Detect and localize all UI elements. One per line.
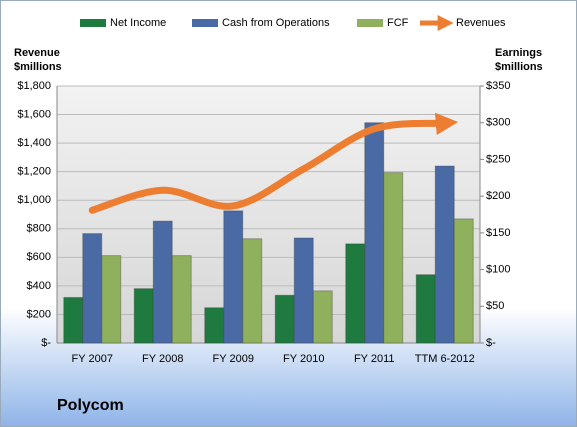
- bar: [453, 218, 474, 344]
- legend-swatch: [192, 19, 218, 27]
- legend-label: Net Income: [110, 17, 166, 29]
- bar: [133, 288, 154, 344]
- x-tick-label: FY 2010: [283, 353, 324, 365]
- legend-label: FCF: [387, 17, 409, 29]
- legend-swatch: [357, 19, 383, 27]
- y-tick-label: $1,800: [17, 80, 51, 92]
- bar: [171, 255, 192, 344]
- legend-label: Revenues: [456, 17, 506, 29]
- y2-tick-label: $100: [486, 263, 510, 275]
- bar: [152, 220, 173, 344]
- bar: [364, 122, 385, 344]
- x-tick-label: FY 2008: [142, 353, 183, 365]
- x-tick-label: FY 2009: [213, 353, 254, 365]
- legend-label: Cash from Operations: [222, 17, 330, 29]
- bar: [242, 238, 263, 344]
- y-tick-label: $1,200: [17, 166, 51, 178]
- y-tick-label: $-: [41, 337, 51, 349]
- y-tick-label: $800: [27, 223, 51, 235]
- bar: [204, 307, 225, 344]
- x-tick-label: TTM 6-2012: [415, 353, 475, 365]
- bar: [82, 233, 103, 344]
- y-tick-label: $1,400: [17, 137, 51, 149]
- revenue-line: [88, 112, 459, 214]
- bar: [223, 210, 244, 344]
- plot-area: [57, 86, 480, 343]
- y2-tick-label: $300: [486, 117, 510, 129]
- x-tick-label: FY 2011: [354, 353, 395, 365]
- bar: [101, 255, 122, 344]
- y2-tick-label: $150: [486, 227, 510, 239]
- y-tick-label: $600: [27, 251, 51, 263]
- bar: [274, 294, 295, 344]
- y2-tick-label: $350: [486, 80, 510, 92]
- y2-axis-title: $millions: [495, 61, 543, 73]
- y2-tick-label: $200: [486, 190, 510, 202]
- legend-swatch: [80, 19, 106, 27]
- caption: Polycom: [57, 397, 124, 414]
- y2-tick-label: $50: [486, 300, 504, 312]
- y-axis-title: $millions: [14, 61, 62, 73]
- y2-axis-title: Earnings: [495, 47, 542, 59]
- bar: [345, 243, 366, 344]
- bar: [312, 290, 333, 344]
- y-tick-label: $1,600: [17, 108, 51, 120]
- y-tick-label: $400: [27, 280, 51, 292]
- bar: [434, 165, 455, 344]
- y-axis-title: Revenue: [14, 47, 60, 59]
- x-tick-label: FY 2007: [72, 353, 113, 365]
- y2-tick-label: $250: [486, 153, 510, 165]
- y2-tick-label: $-: [486, 337, 496, 349]
- bar: [415, 274, 436, 344]
- bar: [293, 237, 314, 344]
- bar: [63, 296, 84, 344]
- y-tick-label: $200: [27, 308, 51, 320]
- y-tick-label: $1,000: [17, 194, 51, 206]
- bar: [383, 172, 404, 344]
